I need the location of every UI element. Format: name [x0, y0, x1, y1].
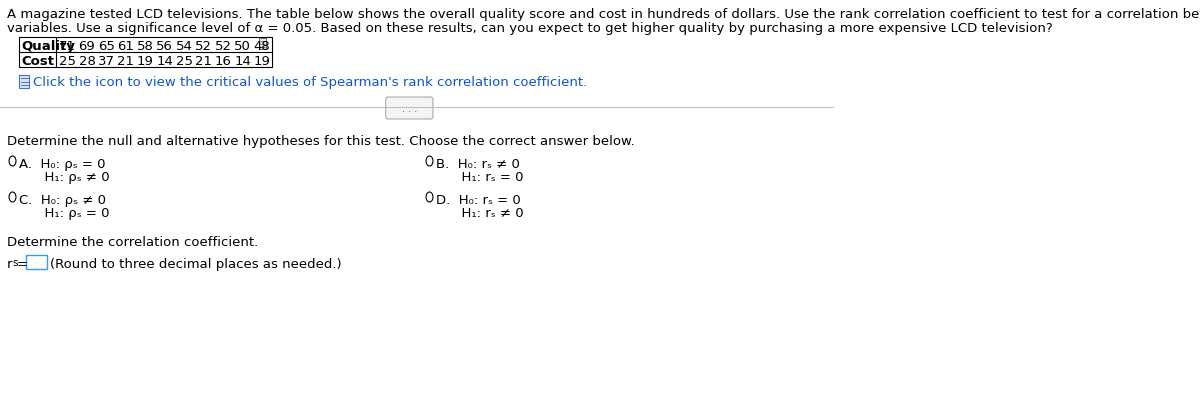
- Text: H₁: rₛ = 0: H₁: rₛ = 0: [437, 171, 524, 183]
- Text: A.  H₀: ρₛ = 0: A. H₀: ρₛ = 0: [19, 158, 106, 171]
- Text: 54: 54: [176, 40, 193, 53]
- Text: Click the icon to view the critical values of Spearman's rank correlation coeffi: Click the icon to view the critical valu…: [34, 76, 588, 89]
- Circle shape: [10, 192, 16, 202]
- Text: 21: 21: [196, 55, 212, 68]
- Text: . . .: . . .: [402, 104, 416, 114]
- Text: 19: 19: [253, 55, 270, 68]
- Bar: [25, 256, 47, 269]
- Text: 56: 56: [156, 40, 173, 53]
- Text: Quality: Quality: [22, 40, 76, 53]
- Text: Cost: Cost: [22, 55, 54, 68]
- Text: 61: 61: [118, 40, 134, 53]
- Text: Determine the null and alternative hypotheses for this test. Choose the correct : Determine the null and alternative hypot…: [7, 135, 635, 148]
- Text: 71: 71: [59, 40, 76, 53]
- Text: H₁: ρₛ = 0: H₁: ρₛ = 0: [19, 207, 110, 220]
- Text: 58: 58: [137, 40, 154, 53]
- Text: 14: 14: [234, 55, 251, 68]
- Bar: [19, 76, 29, 89]
- Text: 52: 52: [215, 40, 232, 53]
- Text: 25: 25: [176, 55, 193, 68]
- Bar: [259, 39, 266, 50]
- Text: H₁: rₛ ≠ 0: H₁: rₛ ≠ 0: [437, 207, 524, 220]
- Text: 48: 48: [253, 40, 270, 53]
- Text: 28: 28: [78, 55, 96, 68]
- Text: (Round to three decimal places as needed.): (Round to three decimal places as needed…: [50, 257, 342, 270]
- Text: variables. Use a significance level of α = 0.05. Based on these results, can you: variables. Use a significance level of α…: [7, 22, 1052, 35]
- Text: 21: 21: [118, 55, 134, 68]
- Text: 50: 50: [234, 40, 251, 53]
- Text: A magazine tested LCD televisions. The table below shows the overall quality sco: A magazine tested LCD televisions. The t…: [7, 8, 1200, 21]
- Text: 14: 14: [156, 55, 173, 68]
- Text: =: =: [17, 257, 28, 270]
- Text: H₁: ρₛ ≠ 0: H₁: ρₛ ≠ 0: [19, 171, 110, 183]
- Text: 52: 52: [196, 40, 212, 53]
- Text: C.  H₀: ρₛ ≠ 0: C. H₀: ρₛ ≠ 0: [19, 194, 107, 207]
- Text: 16: 16: [215, 55, 232, 68]
- Text: s: s: [12, 257, 18, 267]
- Text: 69: 69: [78, 40, 95, 53]
- Text: r: r: [7, 257, 12, 270]
- Text: 25: 25: [59, 55, 76, 68]
- Bar: [19, 38, 272, 68]
- Text: B.  H₀: rₛ ≠ 0: B. H₀: rₛ ≠ 0: [437, 158, 521, 171]
- Circle shape: [426, 157, 433, 166]
- Circle shape: [10, 157, 16, 166]
- Text: 37: 37: [98, 55, 115, 68]
- FancyBboxPatch shape: [385, 98, 433, 120]
- Text: 19: 19: [137, 55, 154, 68]
- Text: D.  H₀: rₛ = 0: D. H₀: rₛ = 0: [437, 194, 521, 207]
- Text: Determine the correlation coefficient.: Determine the correlation coefficient.: [7, 235, 258, 248]
- Circle shape: [426, 192, 433, 202]
- Text: 65: 65: [98, 40, 115, 53]
